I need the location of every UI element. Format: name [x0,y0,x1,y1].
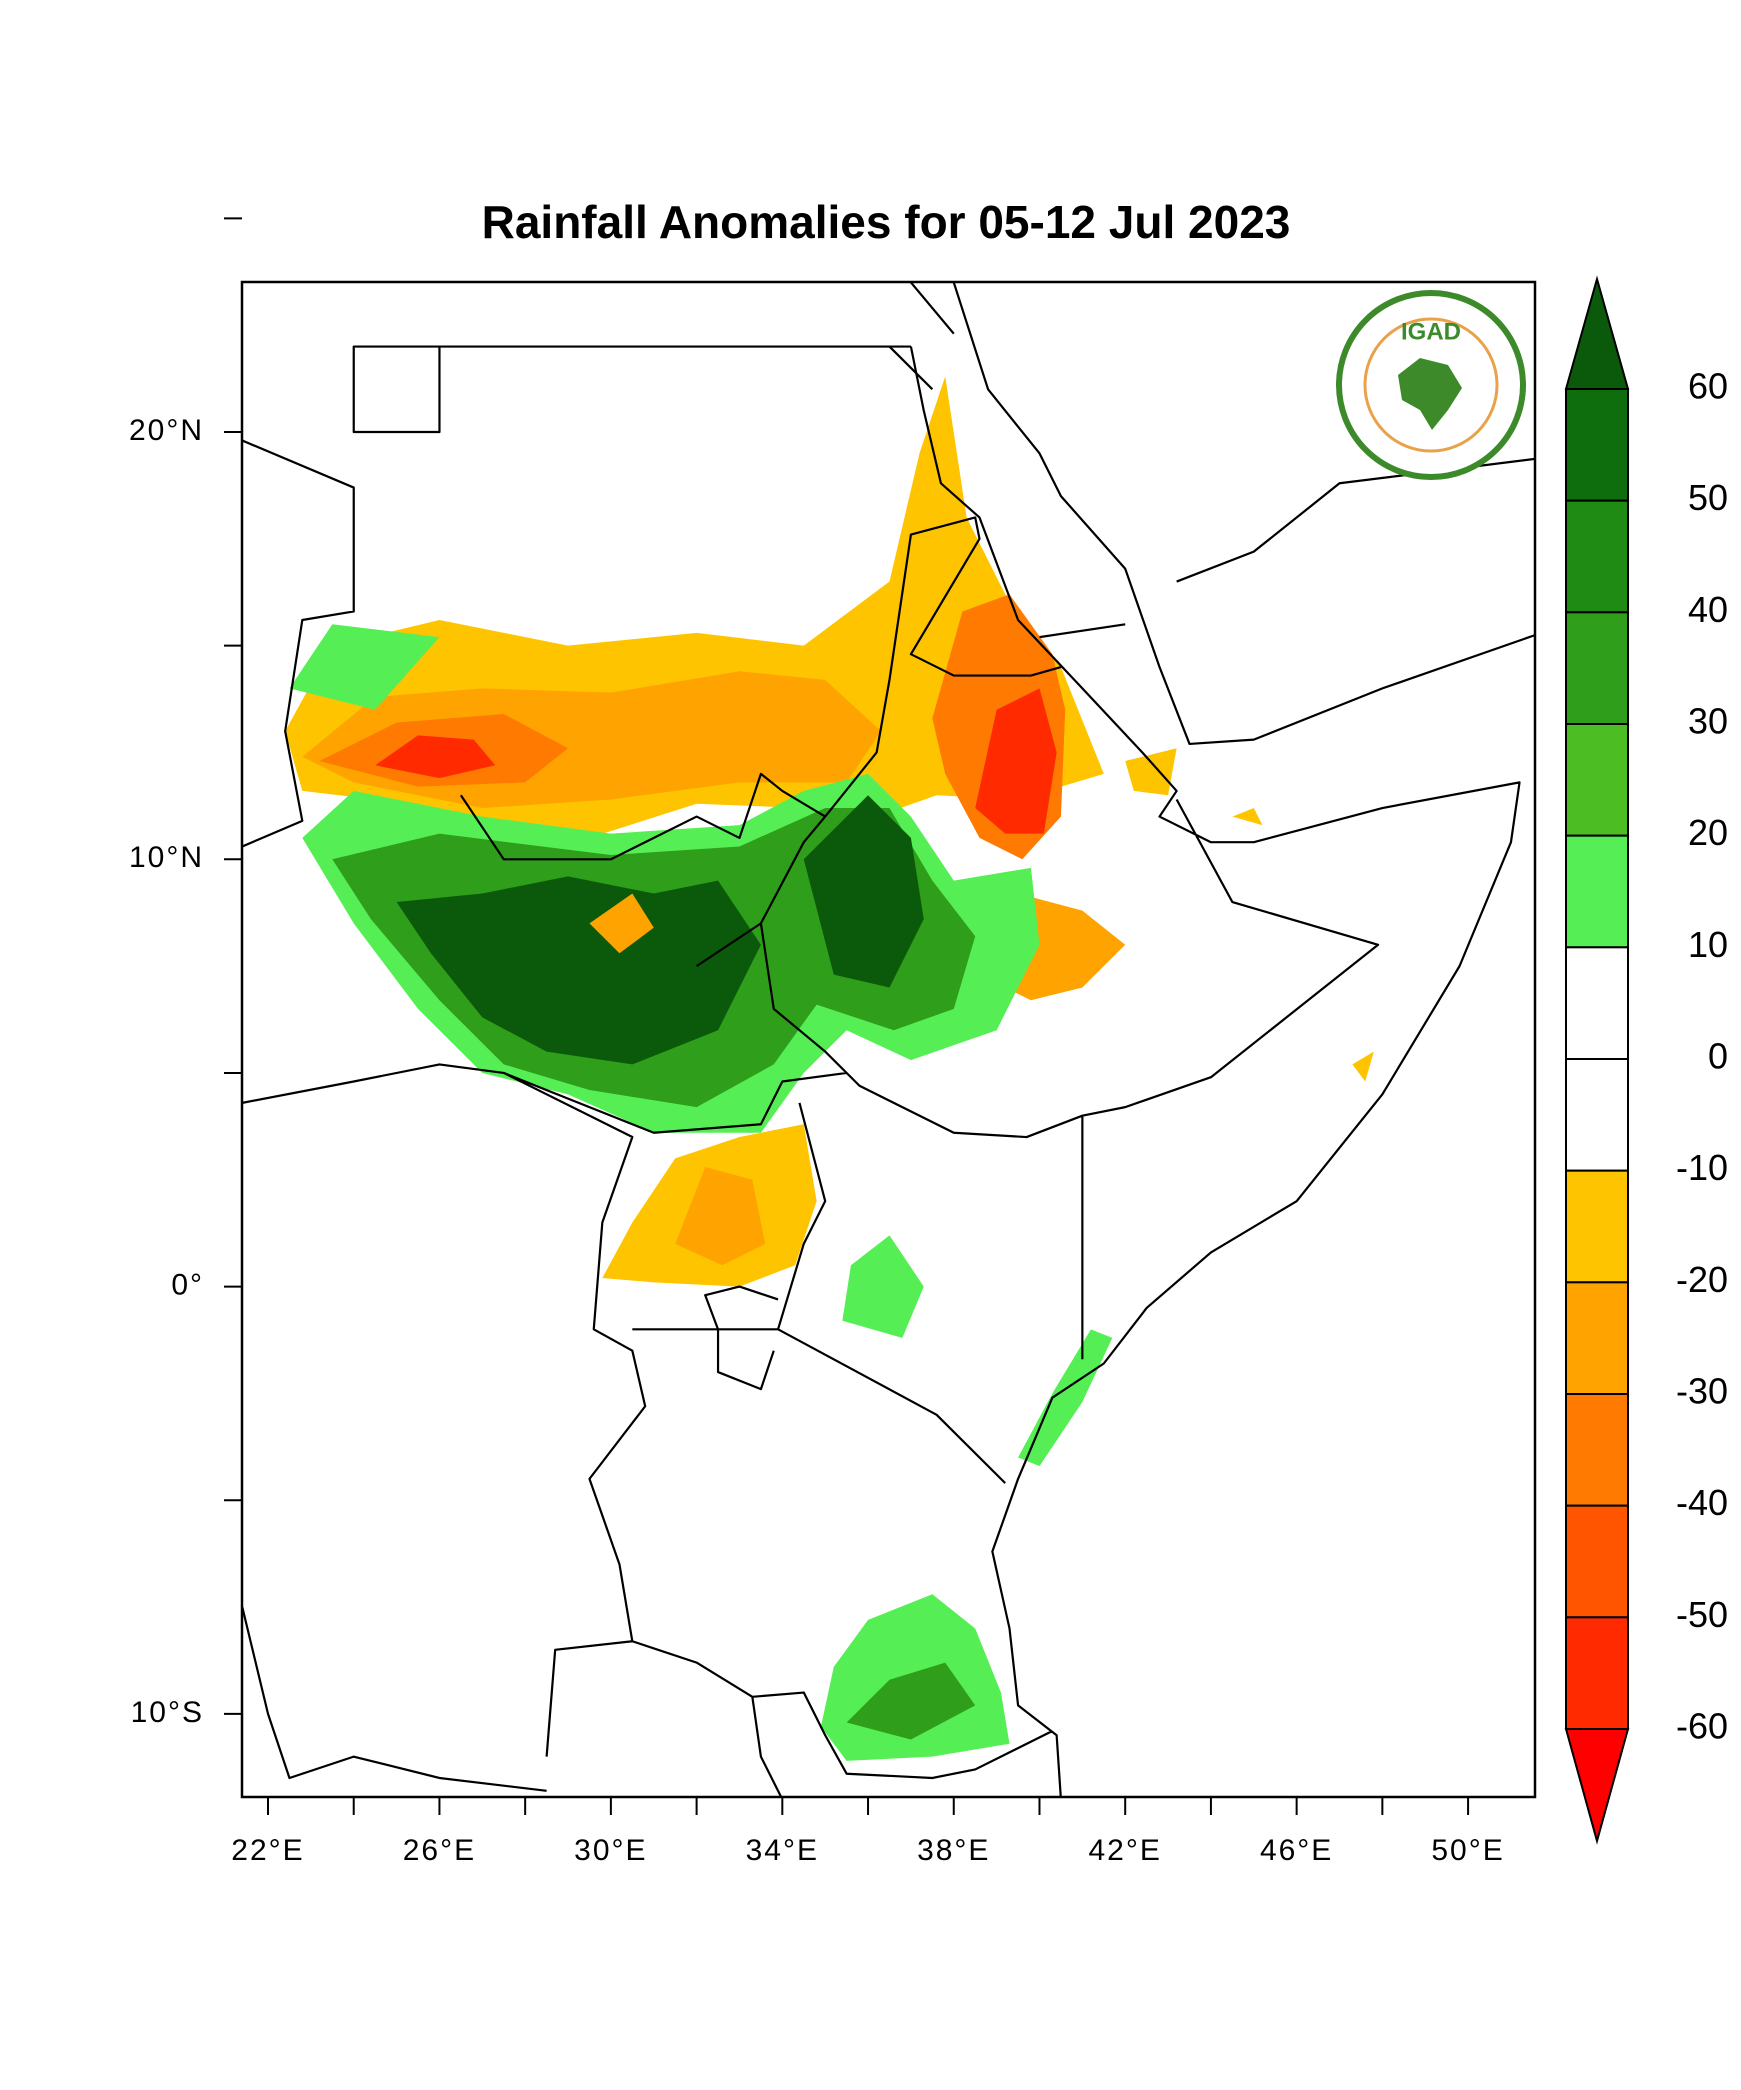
logo-africa [1398,358,1462,430]
x-tick-label: 22°E [231,1834,304,1867]
colorbar-bin [1565,1393,1629,1507]
map [242,282,1554,1799]
x-tick-label: 46°E [1260,1834,1333,1867]
map-title: Rainfall Anomalies for 05-12 Jul 2023 [482,196,1291,248]
colorbar-label: -20 [1676,1259,1728,1300]
colorbar-bin [1565,388,1629,502]
colorbar-bin [1565,946,1629,1060]
colorbar-label: 60 [1688,366,1728,407]
x-tick-label: 42°E [1089,1834,1162,1867]
axes: 22°E 26°E 30°E 34°E 38°E 42°E 46°E 50°E 20°N 10°N… [129,217,1504,1867]
colorbar-label: 0 [1708,1036,1728,1077]
x-tick-label: 34°E [746,1834,819,1867]
colorbar-label: 10 [1688,924,1728,965]
colorbar-label: -60 [1676,1706,1728,1747]
x-tick-label: 50°E [1431,1834,1504,1867]
colorbar-bin [1565,1504,1629,1619]
wet-region [846,1662,976,1740]
colorbar-label: 20 [1688,812,1728,853]
colorbar-bin [1565,834,1629,949]
colorbar-arrow [1564,1728,1630,1845]
logo: IGAD [1336,290,1526,480]
colorbar-label: 50 [1688,477,1728,518]
colorbar-bin [1565,723,1629,837]
dry-region [1125,748,1374,1082]
logo-ring [1363,317,1499,453]
colorbar-label: -10 [1676,1147,1728,1188]
colorbar-label: -40 [1676,1482,1728,1523]
x-tick-label: 38°E [917,1834,990,1867]
map-frame [240,280,1537,1799]
colorbar-label: -30 [1676,1371,1728,1412]
colorbar-label: 30 [1688,701,1728,742]
colorbar-bin [1565,499,1629,614]
colorbar-bin [1565,1616,1629,1731]
y-tick-label: 0° [171,1269,204,1302]
colorbar-bin [1565,1281,1629,1396]
colorbar-bin [1565,1058,1629,1172]
x-tick-label: 30°E [574,1834,647,1867]
wet-region [820,1329,1113,1761]
anomaly-field [242,282,1554,1799]
colorbar-bin [1565,611,1629,725]
wet-region [842,1235,924,1338]
colorbar-bin [1565,1169,1629,1284]
dry-region [375,735,496,779]
dry-region [975,688,1057,834]
dry-region [675,1166,766,1266]
y-tick-label: 20°N [129,414,204,447]
coast [889,282,1553,743]
border [242,347,1519,1800]
x-tick-label: 26°E [403,1834,476,1867]
dry-region [589,893,654,954]
y-tick-label: 10°N [129,841,204,874]
logo-text: IGAD [1401,318,1461,345]
colorbar-label: 40 [1688,589,1728,630]
colorbar-label: -50 [1676,1594,1728,1635]
colorbar: 60 50 40 30 20 10 0 -10 -20 -30 -40 -50 -60 [1564,275,1728,1845]
y-tick-label: 10°S [131,1696,204,1729]
wet-region [396,795,924,1065]
